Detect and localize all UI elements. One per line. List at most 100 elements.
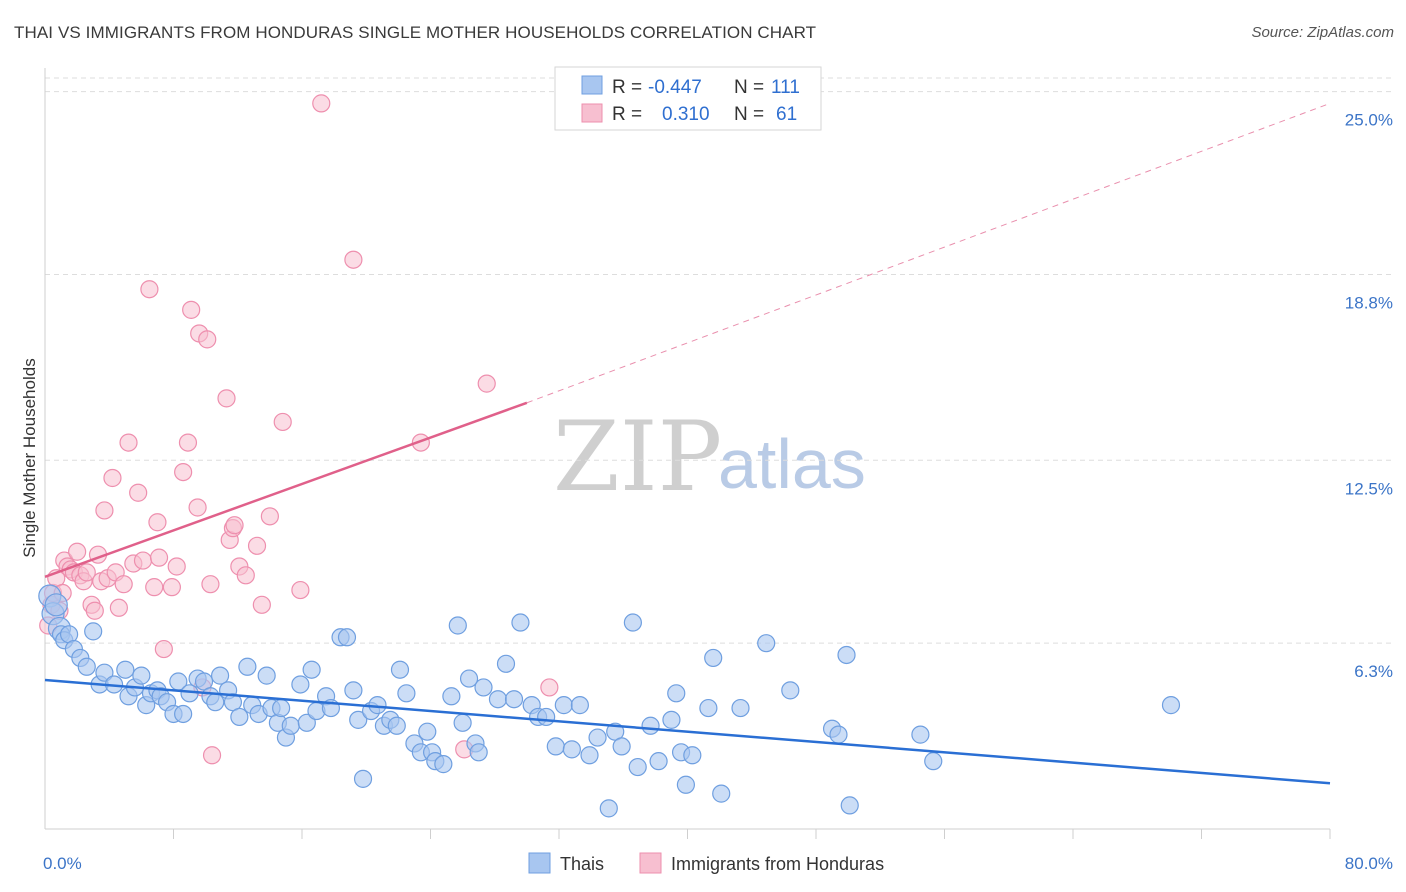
y-tick-label: 6.3% [1354,662,1393,681]
honduras-point [344,250,363,269]
thais-point [397,684,416,703]
honduras-point [291,580,310,600]
honduras-point [252,595,271,614]
honduras-point [225,516,244,535]
thais-point [704,648,723,668]
thais-point [546,737,565,756]
honduras-point [114,575,133,594]
thais-point [349,710,368,729]
thais-point [911,725,930,744]
thais-point [641,716,660,735]
honduras-point [178,433,198,452]
thais-point [537,707,556,727]
thais-point [474,678,493,697]
thais-point [623,613,642,632]
thais-point [511,613,530,632]
thais-point [302,660,321,679]
bottom-legend: Thais Immigrants from Honduras [528,852,884,874]
thais-point [469,743,488,762]
honduras-point [477,374,496,393]
honduras-point [202,746,222,765]
thais-point [837,645,856,665]
thais-point [649,752,668,771]
honduras-point [129,483,148,502]
thais-point [434,755,453,774]
honduras-point [103,468,122,488]
honduras-point [109,598,128,617]
honduras-point [312,94,331,113]
thais-point [712,784,731,803]
honduras-point [182,300,201,319]
thais-point [84,622,103,641]
honduras-point [85,601,104,620]
y-axis-title: Single Mother Households [20,358,39,557]
legend-n-value-thais: 111 [771,77,800,98]
thais-point [459,669,479,688]
bottom-legend-label-thais: Thais [560,854,604,874]
legend-n-label-thais: N = [734,77,764,98]
honduras-point [145,578,164,597]
thais-point [699,698,718,718]
trend-lines [44,102,1331,785]
bottom-legend-label-honduras: Immigrants from Honduras [671,854,884,874]
legend-r-label-thais: R = [612,77,642,98]
y-tick-labels: 6.3% 12.5% 18.8% 25.0% [1345,111,1393,682]
thais-point [504,690,524,709]
thais-point [781,681,800,700]
honduras-trend-line [44,401,528,578]
thais-point [44,593,68,617]
watermark-zip: ZIP [553,401,722,513]
honduras-trend-extension [526,102,1331,404]
legend-r-value-thais: -0.447 [648,77,702,98]
honduras-point [140,280,159,299]
source-label: Source: ZipAtlas.com [1251,24,1394,41]
thais-point [291,675,310,694]
thais-point [840,796,859,815]
thais-point [662,710,681,729]
thais-point [77,657,96,676]
top-legend: R = -0.447 N = 111 R = 0.310 N = 61 [554,66,822,131]
bottom-legend-swatch-thais [528,852,551,874]
thais-point [1161,696,1181,715]
y-tick-label: 12.5% [1345,479,1393,498]
thais-point [387,716,406,735]
honduras-point [148,513,167,532]
thais-point [453,713,472,732]
series-thais-points [38,584,1181,818]
thais-point [448,616,467,635]
thais-point [612,737,631,756]
thais-point [628,757,647,777]
thais-point [580,746,599,765]
x-tick-labels: 0.0% 80.0% [43,854,1393,873]
y-tick-label: 25.0% [1345,111,1393,130]
watermark-atlas: atlas [718,425,866,503]
honduras-point [68,542,87,561]
thais-point [570,696,589,715]
thais-point [924,752,943,771]
honduras-point [162,578,181,597]
thais-point [297,713,316,732]
honduras-point [174,462,193,482]
bottom-legend-swatch-honduras [639,852,662,874]
legend-n-value-honduras: 61 [776,104,797,125]
thais-point [554,696,573,715]
series-honduras-points [39,94,559,765]
honduras-point [273,412,292,432]
thais-point [418,722,437,741]
chart-title: THAI VS IMMIGRANTS FROM HONDURAS SINGLE … [14,23,817,42]
honduras-point [198,330,217,349]
thais-point [272,698,291,718]
honduras-point [133,551,153,570]
thais-point [230,707,249,727]
honduras-point [119,433,138,452]
y-tick-label: 18.8% [1345,293,1393,312]
thais-point [599,799,618,818]
legend-n-label-honduras: N = [734,104,764,125]
honduras-point [201,575,220,594]
honduras-point [188,498,207,517]
x-tick-label-max: 80.0% [1345,854,1393,873]
honduras-point [247,536,267,555]
honduras-point [167,557,186,576]
thais-point [344,681,363,700]
legend-swatch-thais [581,75,603,95]
